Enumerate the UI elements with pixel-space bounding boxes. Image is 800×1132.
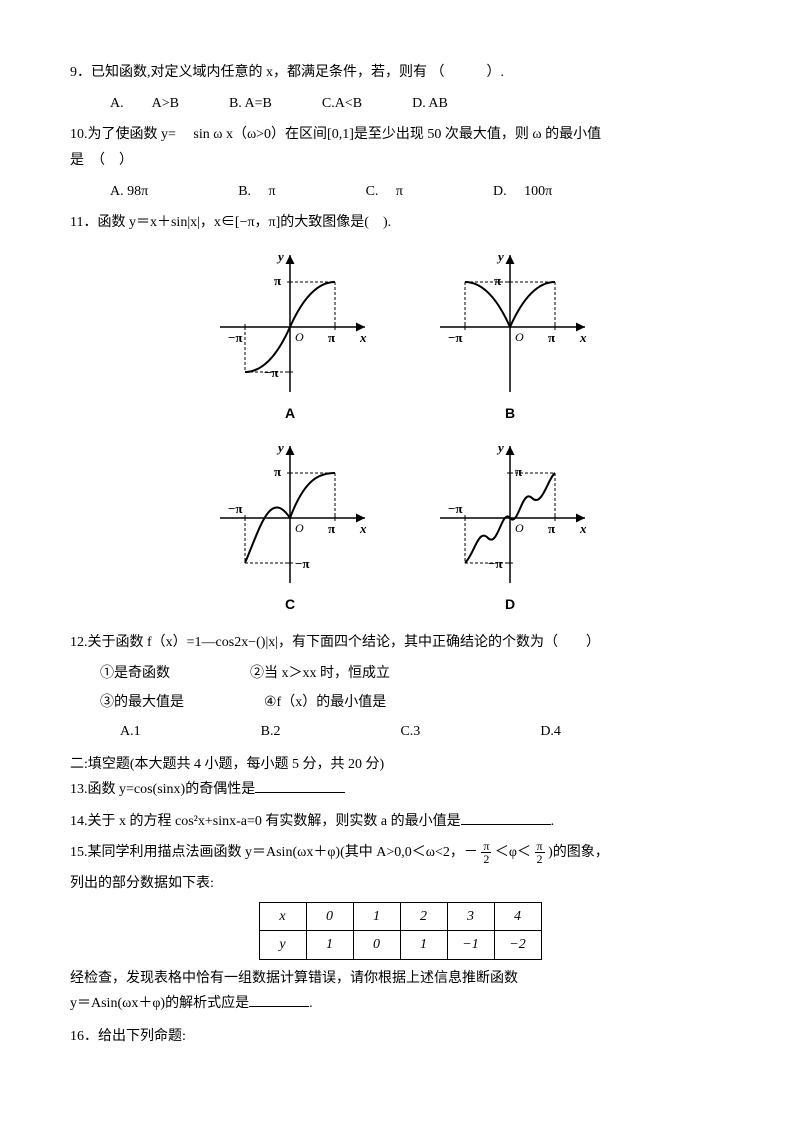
graph-d-label: D: [430, 592, 590, 617]
svg-text:−π: −π: [228, 330, 243, 345]
th-4: 4: [494, 903, 541, 931]
tr-2: 1: [400, 931, 447, 959]
th-2: 2: [400, 903, 447, 931]
svg-text:π: π: [548, 330, 555, 345]
tr-y: y: [259, 931, 306, 959]
svg-text:O: O: [295, 521, 304, 535]
tr-3: −1: [447, 931, 494, 959]
q10-line2: 是 （ ）: [70, 148, 730, 173]
question-11: 11．函数 y＝x＋sin|x|，x∈[−π，π]的大致图像是( ).: [70, 210, 730, 235]
q15-l2: 列出的部分数据如下表:: [70, 871, 730, 896]
graph-d: x y O π −π π −π D: [430, 438, 590, 617]
th-0: 0: [306, 903, 353, 931]
graph-c: x y O π −π π −π C: [210, 438, 370, 617]
svg-text:π: π: [494, 273, 501, 288]
svg-text:π: π: [515, 464, 522, 479]
svg-text:x: x: [359, 330, 367, 345]
graph-a: x y O π −π π −π A: [210, 247, 370, 426]
q15-table: x 0 1 2 3 4 y 1 0 1 −1 −2: [259, 902, 542, 959]
q12-statements: ①是奇函数 ②当 x＞xx 时，恒成立 ③的最大值是 ④f（x）的最小值是: [100, 661, 730, 715]
svg-text:x: x: [579, 521, 587, 536]
q12-s3: ③的最大值是: [100, 690, 184, 715]
question-16: 16．给出下列命题:: [70, 1024, 730, 1049]
q13-text: 13.函数 y=cos(sinx)的奇偶性是: [70, 782, 255, 797]
q15-l1b: ＜φ＜: [495, 845, 531, 860]
q9-opt-a: A. A>B: [110, 91, 179, 116]
q12-opt-c: C.3: [400, 719, 420, 744]
svg-text:O: O: [515, 330, 524, 344]
q10-opt-a: A. 98π: [110, 179, 148, 204]
q15-l4: y＝Asin(ωx＋φ)的解析式应是.: [70, 991, 730, 1016]
svg-text:−π: −π: [448, 330, 463, 345]
svg-text:π: π: [274, 273, 281, 288]
graph-row-2: x y O π −π π −π C x y O π −π π: [70, 438, 730, 617]
q12-s4: ④f（x）的最小值是: [264, 690, 386, 715]
th-x: x: [259, 903, 306, 931]
svg-text:−π: −π: [295, 556, 310, 571]
q9-opt-d: D. AB: [412, 91, 448, 116]
q12-text: 12.关于函数 f（x）=1—cos2x−()|x|，有下面四个结论，其中正确结…: [70, 635, 600, 650]
q15-l4a: y＝Asin(ωx＋φ)的解析式应是: [70, 996, 249, 1011]
q9-opt-c: C.A<B: [322, 91, 362, 116]
svg-text:π: π: [548, 521, 555, 536]
section-2-heading: 二:填空题(本大题共 4 小题，每小题 5 分，共 20 分): [70, 752, 730, 777]
q15-l1c: )的图象，: [548, 845, 609, 860]
svg-text:−π: −π: [228, 501, 243, 516]
q10-opt-d: D. 100π: [493, 179, 552, 204]
svg-text:O: O: [515, 521, 524, 535]
q14-blank: [461, 810, 551, 825]
question-12: 12.关于函数 f（x）=1—cos2x−()|x|，有下面四个结论，其中正确结…: [70, 630, 730, 655]
q12-s1: ①是奇函数: [100, 661, 170, 686]
q12-options: A.1 B.2 C.3 D.4: [120, 719, 730, 744]
tr-1: 0: [353, 931, 400, 959]
svg-text:π: π: [328, 330, 335, 345]
graph-c-label: C: [210, 592, 370, 617]
svg-text:π: π: [328, 521, 335, 536]
q14-text: 14.关于 x 的方程 cos²x+sinx-a=0 有实数解，则实数 a 的最…: [70, 814, 461, 829]
q10-options: A. 98π B. π C. π D. 100π: [110, 179, 730, 204]
svg-text:π: π: [274, 464, 281, 479]
svg-text:y: y: [276, 249, 284, 264]
svg-text:y: y: [496, 249, 504, 264]
th-1: 1: [353, 903, 400, 931]
frac-pi-2-b: π2: [535, 840, 545, 865]
question-14: 14.关于 x 的方程 cos²x+sinx-a=0 有实数解，则实数 a 的最…: [70, 809, 730, 834]
frac-pi-2-a: π2: [481, 840, 491, 865]
q10-opt-b: B. π: [238, 179, 275, 204]
svg-text:y: y: [496, 440, 504, 455]
question-10: 10.为了使函数 y= sin ω x（ω>0）在区间[0,1]是至少出现 50…: [70, 122, 730, 172]
graph-b: x y O π −π π B: [430, 247, 590, 426]
svg-text:x: x: [579, 330, 587, 345]
q15-l3: 经检查，发现表格中恰有一组数据计算错误，请你根据上述信息推断函数: [70, 966, 730, 991]
q12-opt-b: B.2: [261, 719, 281, 744]
graph-a-label: A: [210, 401, 370, 426]
q11-text: 11．函数 y＝x＋sin|x|，x∈[−π，π]的大致图像是( ).: [70, 215, 391, 230]
q10-line1: 10.为了使函数 y= sin ω x（ω>0）在区间[0,1]是至少出现 50…: [70, 122, 730, 147]
svg-text:y: y: [276, 440, 284, 455]
th-3: 3: [447, 903, 494, 931]
question-13: 13.函数 y=cos(sinx)的奇偶性是: [70, 777, 730, 802]
graph-b-label: B: [430, 401, 590, 426]
q12-s2: ②当 x＞xx 时，恒成立: [250, 661, 390, 686]
q12-opt-a: A.1: [120, 719, 141, 744]
q10-opt-c: C. π: [366, 179, 403, 204]
svg-text:−π: −π: [448, 501, 463, 516]
question-9: 9．已知函数,对定义域内任意的 x，都满足条件，若，则有 （ ）.: [70, 60, 730, 85]
q9-text: 9．已知函数,对定义域内任意的 x，都满足条件，若，则有 （ ）.: [70, 65, 504, 80]
tr-0: 1: [306, 931, 353, 959]
svg-text:O: O: [295, 330, 304, 344]
q9-options: A. A>B B. A=B C.A<B D. AB: [110, 91, 730, 116]
svg-text:x: x: [359, 521, 367, 536]
q15-blank: [249, 992, 309, 1007]
graph-row-1: x y O π −π π −π A x y O π −π π: [70, 247, 730, 426]
q12-opt-d: D.4: [540, 719, 561, 744]
question-15: 15.某同学利用描点法画函数 y＝Asin(ωx＋φ)(其中 A>0,0＜ω<2…: [70, 840, 730, 865]
tr-4: −2: [494, 931, 541, 959]
q13-blank: [255, 778, 345, 793]
q15-l1a: 15.某同学利用描点法画函数 y＝Asin(ωx＋φ)(其中 A>0,0＜ω<2…: [70, 845, 478, 860]
q15-l4b: .: [309, 996, 313, 1011]
q9-opt-b: B. A=B: [229, 91, 272, 116]
